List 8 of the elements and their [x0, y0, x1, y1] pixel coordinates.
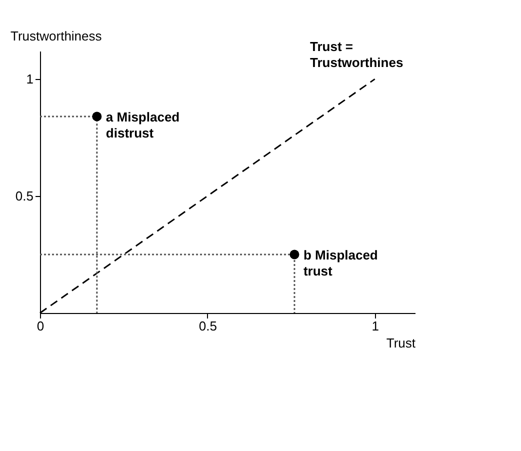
annotation: b Misplaced trust: [303, 248, 378, 279]
x-tick-label: 1: [372, 318, 379, 334]
x-tick-label: 0.5: [198, 318, 217, 334]
x-tick-label: 0: [36, 318, 44, 334]
annotation: Trust = Trustworthines: [310, 39, 404, 70]
y-axis-title: Trustworthiness: [10, 28, 102, 44]
annotation: a Misplaced distrust: [106, 110, 180, 140]
x-axis-title: Trust: [386, 336, 416, 350]
